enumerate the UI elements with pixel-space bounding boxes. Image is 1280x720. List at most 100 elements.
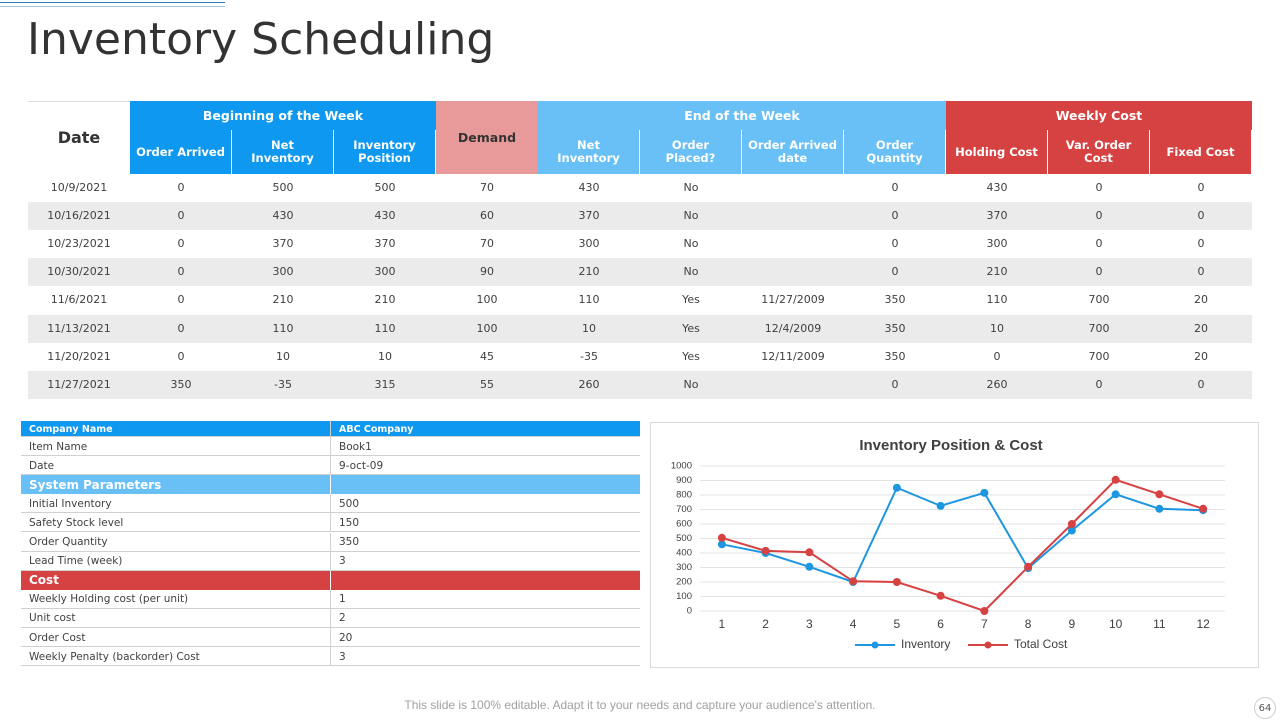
table-cell: 370 (578, 209, 600, 223)
table-cell: 0 (891, 377, 899, 391)
y-tick-label: 900 (676, 475, 692, 486)
data-point (980, 488, 989, 497)
group-header: Beginning of the Week (130, 101, 436, 130)
table-cell (742, 371, 844, 399)
table-cell: 10 (990, 321, 1004, 335)
x-tick-label: 6 (937, 617, 944, 631)
group-header: End of the Week (538, 101, 946, 130)
table-cell: 100 (476, 321, 498, 335)
table-cell: 10 (276, 349, 290, 363)
table-cell: 11/20/2021 (47, 349, 111, 363)
table-cell: 370 (986, 209, 1008, 223)
table-cell: No (683, 209, 699, 223)
table-cell: 11/27/2009 (761, 293, 825, 307)
table-row (28, 202, 1252, 231)
footer-text: This slide is 100% editable. Adapt it to… (404, 698, 876, 712)
y-tick-label: 400 (676, 548, 692, 559)
table-cell: 20 (1194, 349, 1208, 363)
param-label: Safety Stock level (21, 513, 331, 533)
x-tick-label: 9 (1069, 617, 1076, 631)
param-label: Weekly Holding cost (per unit) (21, 589, 331, 609)
table-cell: 430 (986, 181, 1008, 194)
x-tick-label: 1 (719, 617, 726, 631)
table-cell: 210 (272, 293, 294, 307)
y-tick-label: 100 (676, 591, 692, 602)
data-point (892, 483, 901, 492)
table-cell: 20 (1194, 293, 1208, 307)
data-point (936, 591, 945, 600)
param-value: 350 (339, 536, 360, 549)
column-header: Inventory Position (334, 130, 436, 174)
column-header: Fixed Cost (1150, 130, 1252, 174)
y-tick-label: 0 (687, 606, 692, 617)
table-cell: 0 (1197, 237, 1205, 251)
param-label: Initial Inventory (21, 494, 331, 514)
table-cell: 10/23/2021 (47, 237, 111, 251)
y-tick-label: 700 (676, 504, 692, 515)
data-point (892, 578, 901, 586)
table-cell: 20 (1194, 321, 1208, 335)
table-cell: 700 (1088, 321, 1110, 335)
table-row (28, 230, 1252, 259)
table-cell: 0 (891, 237, 899, 251)
column-header: Order Placed? (640, 130, 742, 174)
table-cell: 210 (578, 265, 600, 279)
data-point (805, 562, 814, 571)
data-point (717, 533, 726, 542)
table-cell: 300 (578, 237, 600, 251)
table-cell: -35 (580, 349, 598, 363)
column-header: Net Inventory (538, 130, 640, 174)
param-value: 1 (339, 593, 346, 606)
table-cell: 315 (374, 377, 396, 391)
data-point (717, 540, 726, 549)
param-value: 3 (339, 650, 346, 663)
table-cell: No (683, 265, 699, 279)
table-cell: No (683, 377, 699, 391)
param-value: 3 (339, 555, 346, 568)
table-cell: 350 (170, 377, 192, 391)
param-value: Book1 (339, 440, 372, 453)
table-cell (742, 258, 844, 286)
table-cell: 10 (582, 321, 596, 335)
top-decoration (0, 2, 225, 3)
table-cell: 70 (480, 181, 494, 194)
table-cell: 0 (177, 181, 185, 194)
x-tick-label: 8 (1025, 617, 1032, 631)
table-cell: 370 (374, 237, 396, 251)
table-cell: 60 (480, 209, 494, 223)
table-cell: 0 (1197, 209, 1205, 223)
table-cell: 90 (480, 265, 494, 279)
table-cell: 0 (1095, 181, 1103, 194)
table-cell: 12/4/2009 (764, 321, 822, 335)
data-point (1155, 490, 1164, 499)
param-label: Item Name (21, 437, 331, 457)
table-cell: 300 (272, 265, 294, 279)
y-tick-label: 1000 (671, 461, 692, 472)
slide-title: Inventory Scheduling (27, 14, 495, 65)
table-cell (742, 174, 844, 202)
param-value: 9-oct-09 (339, 459, 384, 472)
table-cell: 55 (480, 377, 494, 391)
table-cell: 0 (1095, 237, 1103, 251)
table-cell: 110 (374, 321, 396, 335)
table-cell: 700 (1088, 349, 1110, 363)
column-header: Net Inventory (232, 130, 334, 174)
page-number: 64 (1254, 697, 1276, 719)
table-row (28, 258, 1252, 287)
table-cell: 350 (884, 293, 906, 307)
data-point (805, 548, 814, 557)
x-tick-label: 2 (762, 617, 769, 631)
table-cell: 10/16/2021 (47, 209, 111, 223)
table-cell: 210 (986, 265, 1008, 279)
table-cell: No (683, 237, 699, 251)
table-cell: 430 (374, 209, 396, 223)
x-tick-label: 3 (806, 617, 813, 631)
top-decoration (0, 6, 225, 7)
table-cell (742, 230, 844, 258)
data-point (1111, 475, 1120, 484)
table-row (28, 286, 1252, 315)
table-cell: 11/13/2021 (47, 321, 111, 335)
column-header: Order Quantity (844, 130, 946, 174)
param-label: Date (21, 456, 331, 476)
